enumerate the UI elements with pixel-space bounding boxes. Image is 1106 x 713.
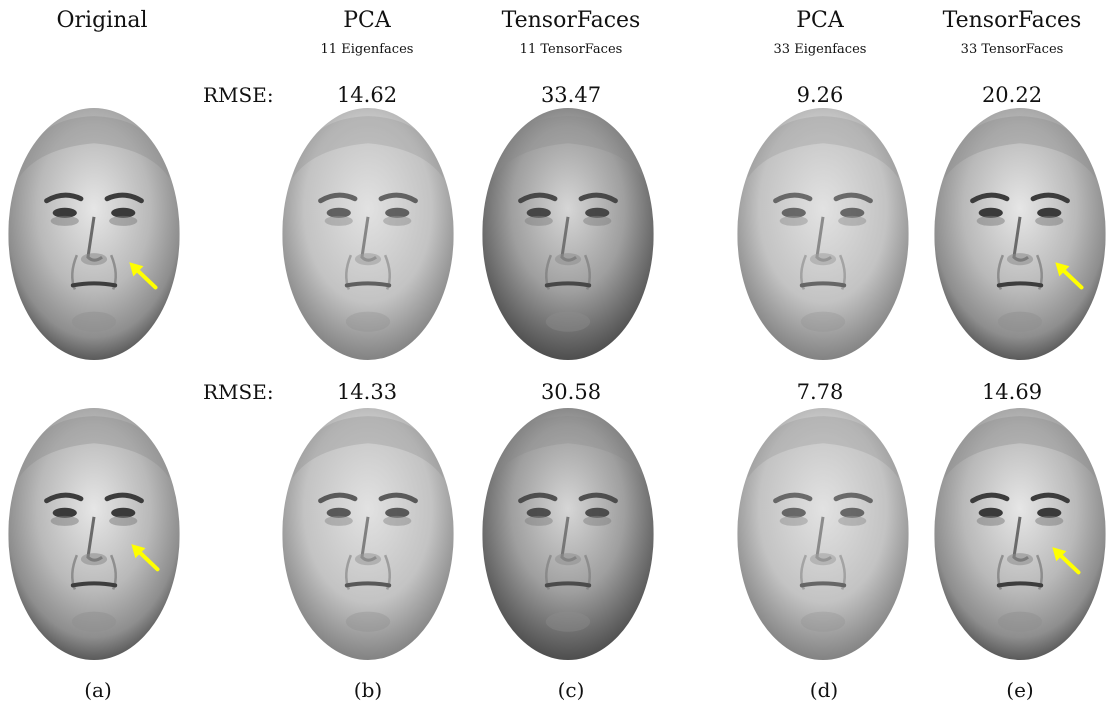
face-image-row-2-pca-11 — [282, 408, 454, 660]
rmse-value-row-2-c: 30.58 — [540, 380, 602, 404]
rmse-value-row-2-b: 14.33 — [336, 380, 398, 404]
panel-tag-e: (e) — [1006, 678, 1034, 702]
rmse-value-row-2-e: 14.69 — [981, 380, 1043, 404]
face-image-row-2-original — [8, 408, 180, 660]
column-subtitle-c: 11 TensorFaces — [519, 42, 623, 57]
face-image-row-1-pca-33 — [737, 108, 909, 360]
panel-tag-c: (c) — [557, 678, 585, 702]
column-title-a: Original — [56, 8, 148, 33]
face-image-row-1-tensorfaces-33 — [934, 108, 1106, 360]
face-image-row-2-tensorfaces-33 — [934, 408, 1106, 660]
face-image-row-1-tensorfaces-11 — [482, 108, 654, 360]
column-subtitle-d: 33 Eigenfaces — [773, 42, 867, 57]
rmse-label-row-2: RMSE: — [203, 380, 274, 404]
rmse-label-row-1: RMSE: — [203, 83, 274, 107]
arrow-icon — [131, 544, 160, 572]
panel-tag-b: (b) — [353, 678, 383, 702]
rmse-value-row-1-c: 33.47 — [540, 83, 602, 107]
rmse-value-row-1-e: 20.22 — [981, 83, 1043, 107]
arrow-icon — [1055, 262, 1084, 290]
panel-tag-a: (a) — [84, 678, 112, 702]
column-title-c: TensorFaces — [501, 8, 641, 33]
arrow-icon — [1052, 547, 1081, 575]
face-image-row-1-pca-11 — [282, 108, 454, 360]
arrow-icon — [129, 262, 158, 290]
panel-tag-d: (d) — [809, 678, 839, 702]
face-image-row-2-pca-33 — [737, 408, 909, 660]
column-subtitle-b: 11 Eigenfaces — [320, 42, 414, 57]
face-image-row-2-tensorfaces-11 — [482, 408, 654, 660]
column-title-d: PCA — [796, 8, 844, 33]
rmse-value-row-1-d: 9.26 — [796, 83, 844, 107]
column-title-b: PCA — [343, 8, 391, 33]
column-subtitle-e: 33 TensorFaces — [960, 42, 1064, 57]
face-image-row-1-original — [8, 108, 180, 360]
column-title-e: TensorFaces — [942, 8, 1082, 33]
rmse-value-row-2-d: 7.78 — [796, 380, 844, 404]
rmse-value-row-1-b: 14.62 — [336, 83, 398, 107]
